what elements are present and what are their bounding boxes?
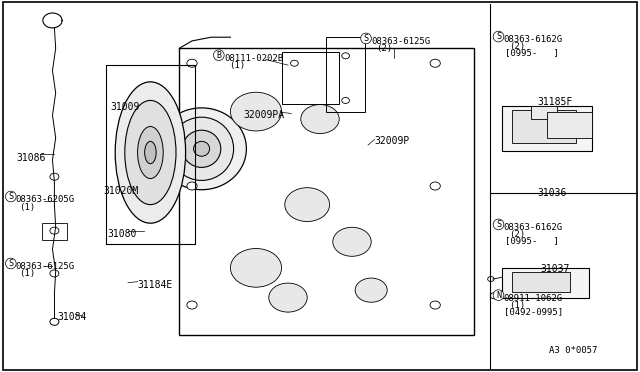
Text: 32009PA: 32009PA [243, 110, 284, 120]
Text: (2): (2) [509, 42, 525, 51]
Text: 08363-6162G: 08363-6162G [504, 35, 563, 44]
Bar [179, 48, 474, 335]
Ellipse shape [182, 130, 221, 167]
Text: [0995-   ]: [0995- ] [505, 48, 559, 57]
Text: 08911-1062G: 08911-1062G [504, 294, 563, 303]
Text: 08363-6125G: 08363-6125G [15, 262, 74, 271]
Bar [502, 268, 589, 298]
Ellipse shape [430, 59, 440, 67]
Bar [326, 37, 365, 112]
Text: 31086: 31086 [16, 153, 45, 163]
Ellipse shape [285, 188, 330, 222]
Text: 32009P: 32009P [374, 136, 410, 146]
Text: (1): (1) [229, 61, 245, 70]
Bar [531, 106, 557, 119]
Text: B: B [216, 51, 221, 60]
Ellipse shape [230, 248, 282, 287]
Ellipse shape [333, 227, 371, 256]
Ellipse shape [157, 108, 246, 190]
Text: 08363-6162G: 08363-6162G [504, 223, 563, 232]
Bar [512, 272, 570, 292]
Text: 31037: 31037 [541, 264, 570, 274]
Bar [512, 110, 576, 143]
Bar [547, 112, 592, 138]
Ellipse shape [145, 141, 156, 164]
Text: 31036: 31036 [538, 188, 567, 198]
Text: [0492-0995]: [0492-0995] [504, 307, 563, 316]
Ellipse shape [138, 126, 163, 179]
Ellipse shape [230, 92, 282, 131]
Text: [0995-   ]: [0995- ] [505, 237, 559, 246]
Ellipse shape [301, 105, 339, 134]
Text: S: S [364, 34, 369, 43]
Text: S: S [496, 32, 501, 41]
Text: 08363-6205G: 08363-6205G [15, 195, 74, 204]
Text: A3 0*0057: A3 0*0057 [549, 346, 598, 355]
Ellipse shape [187, 301, 197, 309]
Text: (1): (1) [19, 203, 35, 212]
Text: (1): (1) [509, 301, 525, 310]
Text: 31080: 31080 [108, 229, 137, 239]
Text: (2): (2) [509, 230, 525, 239]
Ellipse shape [170, 117, 234, 180]
Bar [42, 223, 67, 240]
Ellipse shape [115, 82, 186, 223]
Text: 31185F: 31185F [538, 97, 573, 107]
Ellipse shape [187, 182, 197, 190]
Text: (1): (1) [19, 269, 35, 278]
Bar [106, 65, 195, 244]
Bar [502, 106, 592, 151]
Ellipse shape [187, 59, 197, 67]
Text: 08363-6125G: 08363-6125G [371, 37, 430, 46]
Text: S: S [496, 220, 501, 229]
Bar [282, 52, 339, 104]
Text: S: S [8, 259, 13, 268]
Ellipse shape [193, 141, 210, 156]
Ellipse shape [430, 301, 440, 309]
Text: N: N [496, 291, 501, 299]
Text: (2): (2) [376, 44, 392, 53]
Ellipse shape [355, 278, 387, 302]
Text: 08111-0202B: 08111-0202B [224, 54, 283, 63]
Text: 31009: 31009 [110, 102, 140, 112]
Ellipse shape [269, 283, 307, 312]
Ellipse shape [125, 100, 176, 205]
Ellipse shape [430, 182, 440, 190]
Text: S: S [8, 192, 13, 201]
Text: 31020M: 31020M [104, 186, 139, 196]
Text: 31084: 31084 [58, 312, 87, 323]
Text: 31184E: 31184E [138, 280, 173, 290]
